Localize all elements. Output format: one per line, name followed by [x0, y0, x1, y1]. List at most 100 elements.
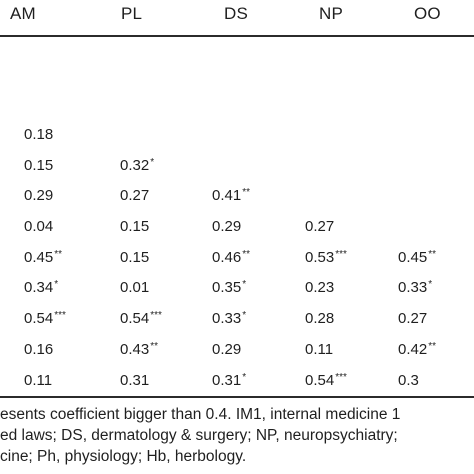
significance-marker: **	[242, 248, 250, 260]
cell-value: 0.23	[305, 279, 335, 297]
table-row: 0.29 0.27 0.41**	[0, 186, 474, 217]
cell-value: 0.31	[120, 371, 150, 389]
cell-value: 0.11	[305, 340, 334, 358]
table-cell: 0.18	[24, 125, 53, 145]
table-cell: 0.23	[305, 278, 334, 298]
cell-value: 0.45	[24, 248, 54, 266]
table-row: 0.15 0.32*	[0, 156, 474, 187]
table-cell: 0.27	[120, 186, 149, 206]
table-cell: 0.54***	[120, 309, 162, 329]
cell-value: 0.29	[24, 187, 54, 205]
table-footnote: esents coefficient bigger than 0.4. IM1,…	[0, 404, 474, 467]
column-header-pl: PL	[121, 4, 143, 23]
cell-value: 0.31	[212, 371, 242, 389]
cell-value: 0.46	[212, 248, 242, 266]
table-cell: 0.42**	[398, 340, 436, 360]
table-cell: 0.29	[212, 217, 241, 237]
cell-value: 0.15	[24, 156, 54, 174]
header-rule	[0, 35, 474, 37]
footnote-line: esents coefficient bigger than 0.4. IM1,…	[0, 406, 401, 423]
significance-marker: **	[150, 340, 158, 352]
table-row: 0.16 0.43** 0.29 0.11 0.42**	[0, 340, 474, 371]
table-cell: 0.11	[305, 340, 333, 360]
significance-marker: ***	[335, 248, 347, 260]
significance-marker: **	[242, 187, 250, 199]
table-cell: 0.46**	[212, 248, 250, 268]
significance-marker: **	[428, 340, 436, 352]
cell-value: 0.54	[24, 310, 54, 328]
significance-marker: *	[242, 310, 247, 322]
table-cell: 0.31*	[212, 371, 246, 391]
table-cell: 0.27	[305, 217, 334, 237]
table-cell: 0.28	[305, 309, 334, 329]
table-body: 0.18 0.15 0.32* 0.29 0.27 0.41** 0.04 0.15 0.29 0…	[0, 125, 474, 401]
column-header-oo: OO	[414, 4, 441, 23]
significance-marker: *	[428, 279, 433, 291]
table-cell: 0.31	[120, 371, 149, 391]
significance-marker: *	[242, 371, 247, 383]
cell-value: 0.3	[398, 371, 419, 389]
cell-value: 0.33	[212, 310, 242, 328]
table-cell: 0.04	[24, 217, 53, 237]
cell-value: 0.04	[24, 218, 54, 236]
footnote-line: cine; Ph, physiology; Hb, herbology.	[0, 448, 247, 465]
table-row: 0.34* 0.01 0.35* 0.23 0.33*	[0, 278, 474, 309]
cell-value: 0.42	[398, 340, 428, 358]
cell-value: 0.27	[398, 310, 428, 328]
bottom-rule	[0, 396, 474, 398]
cell-value: 0.54	[305, 371, 335, 389]
significance-marker: *	[242, 279, 247, 291]
cell-value: 0.16	[24, 340, 54, 358]
table-cell: 0.45**	[24, 248, 62, 268]
table-cell: 0.27	[398, 309, 427, 329]
cell-value: 0.54	[120, 310, 150, 328]
cell-value: 0.29	[212, 340, 242, 358]
significance-marker: ***	[54, 310, 66, 322]
cell-value: 0.01	[120, 279, 150, 297]
table-cell: 0.15	[24, 156, 53, 176]
table-row: 0.18	[0, 125, 474, 156]
table-row: 0.54*** 0.54*** 0.33* 0.28 0.27	[0, 309, 474, 340]
table-cell: 0.35*	[212, 278, 246, 298]
table-row: 0.04 0.15 0.29 0.27	[0, 217, 474, 248]
cell-value: 0.53	[305, 248, 335, 266]
footnote-line: ed laws; DS, dermatology & surgery; NP, …	[0, 427, 398, 444]
table-cell: 0.15	[120, 217, 149, 237]
cell-value: 0.32	[120, 156, 150, 174]
table-row: 0.11 0.31 0.31* 0.54*** 0.3	[0, 371, 474, 402]
table-cell: 0.16	[24, 340, 53, 360]
cell-value: 0.27	[120, 187, 150, 205]
cell-value: 0.29	[212, 218, 242, 236]
column-header-ds: DS	[224, 4, 249, 23]
cell-value: 0.43	[120, 340, 150, 358]
column-header-am: AM	[10, 4, 36, 23]
table-cell: 0.01	[120, 278, 149, 298]
table-cell: 0.34*	[24, 278, 58, 298]
cell-value: 0.15	[120, 218, 150, 236]
table-cell: 0.3	[398, 371, 419, 391]
cell-value: 0.27	[305, 218, 335, 236]
table-cell: 0.29	[212, 340, 241, 360]
table-row: 0.45** 0.15 0.46** 0.53*** 0.45**	[0, 248, 474, 279]
significance-marker: *	[54, 279, 59, 291]
table-header-row: AM PL DS NP OO	[0, 0, 474, 34]
cell-value: 0.33	[398, 279, 428, 297]
table-cell: 0.53***	[305, 248, 347, 268]
significance-marker: ***	[335, 371, 347, 383]
cell-value: 0.11	[24, 371, 53, 389]
cell-value: 0.41	[212, 187, 242, 205]
cell-value: 0.35	[212, 279, 242, 297]
table-cell: 0.33*	[398, 278, 432, 298]
significance-marker: *	[150, 156, 155, 168]
table-cell: 0.54***	[305, 371, 347, 391]
significance-marker: **	[54, 248, 62, 260]
cell-value: 0.34	[24, 279, 54, 297]
table-cell: 0.33*	[212, 309, 246, 329]
table-cell: 0.15	[120, 248, 149, 268]
cell-value: 0.45	[398, 248, 428, 266]
table-cell: 0.45**	[398, 248, 436, 268]
table-cell: 0.29	[24, 186, 53, 206]
table-cell: 0.32*	[120, 156, 154, 176]
cell-value: 0.15	[120, 248, 150, 266]
